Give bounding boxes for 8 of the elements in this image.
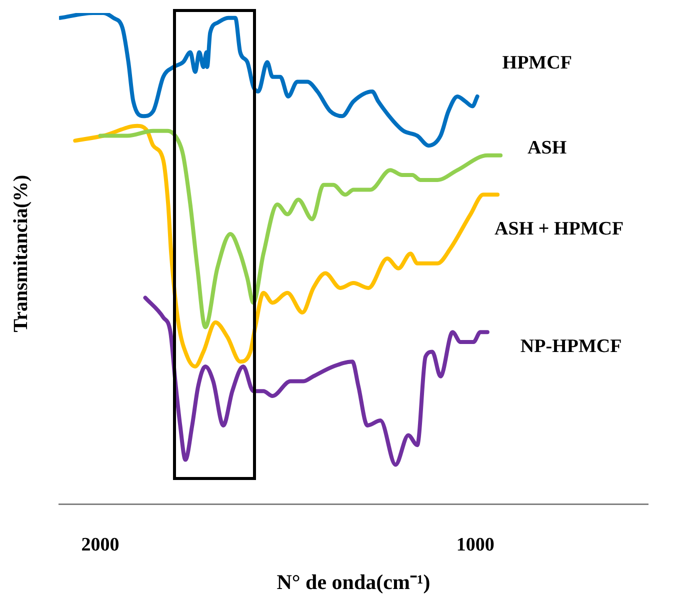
x-axis-title: N° de onda(cm⁻¹) (276, 570, 430, 594)
series-label: ASH + HPMCF (494, 218, 624, 240)
y-axis-title: Transmitancia(%) (10, 174, 32, 332)
x-tick-label: 1000 (456, 534, 494, 556)
series-label: NP-HPMCF (520, 336, 622, 358)
series-label: ASH (528, 137, 567, 158)
x-tick-label: 2000 (81, 534, 120, 556)
series-label: HPMCF (502, 52, 572, 74)
